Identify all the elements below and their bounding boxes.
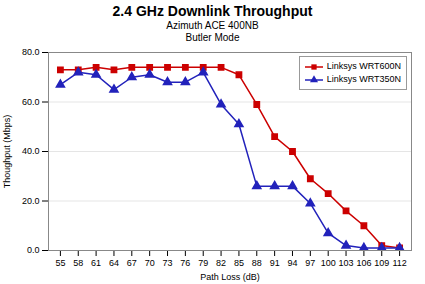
svg-text:70: 70 bbox=[145, 258, 155, 268]
svg-text:20.0: 20.0 bbox=[22, 196, 40, 206]
svg-text:58: 58 bbox=[73, 258, 83, 268]
svg-text:97: 97 bbox=[305, 258, 315, 268]
svg-text:67: 67 bbox=[127, 258, 137, 268]
svg-text:60.0: 60.0 bbox=[22, 97, 40, 107]
svg-text:55: 55 bbox=[55, 258, 65, 268]
svg-text:Thoughput (Mbps): Thoughput (Mbps) bbox=[2, 115, 12, 189]
svg-text:85: 85 bbox=[234, 258, 244, 268]
svg-text:73: 73 bbox=[163, 258, 173, 268]
svg-text:Path Loss (dB): Path Loss (dB) bbox=[200, 272, 260, 282]
html-text:Linksys WRT350N: Linksys WRT350N bbox=[326, 74, 401, 84]
svg-text:80.0: 80.0 bbox=[22, 47, 40, 57]
svg-text:40.0: 40.0 bbox=[22, 146, 40, 156]
svg-text:76: 76 bbox=[180, 258, 190, 268]
svg-text:109: 109 bbox=[374, 258, 389, 268]
html-text:2.4 GHz Downlink Throughput: 2.4 GHz Downlink Throughput bbox=[112, 3, 313, 19]
svg-text:94: 94 bbox=[287, 258, 297, 268]
svg-text:64: 64 bbox=[109, 258, 119, 268]
svg-text:100: 100 bbox=[321, 258, 336, 268]
svg-text:79: 79 bbox=[198, 258, 208, 268]
svg-text:82: 82 bbox=[216, 258, 226, 268]
svg-text:88: 88 bbox=[252, 258, 262, 268]
svg-text:91: 91 bbox=[270, 258, 280, 268]
html-text:Butler Mode: Butler Mode bbox=[185, 32, 240, 43]
svg-text:0.0: 0.0 bbox=[27, 245, 40, 255]
svg-text:112: 112 bbox=[392, 258, 406, 268]
svg-text:103: 103 bbox=[339, 258, 354, 268]
svg-text:61: 61 bbox=[91, 258, 101, 268]
svg-text:106: 106 bbox=[356, 258, 371, 268]
html-text:Azimuth ACE 400NB: Azimuth ACE 400NB bbox=[166, 20, 259, 31]
html-text:Linksys WRT600N: Linksys WRT600N bbox=[326, 61, 401, 71]
